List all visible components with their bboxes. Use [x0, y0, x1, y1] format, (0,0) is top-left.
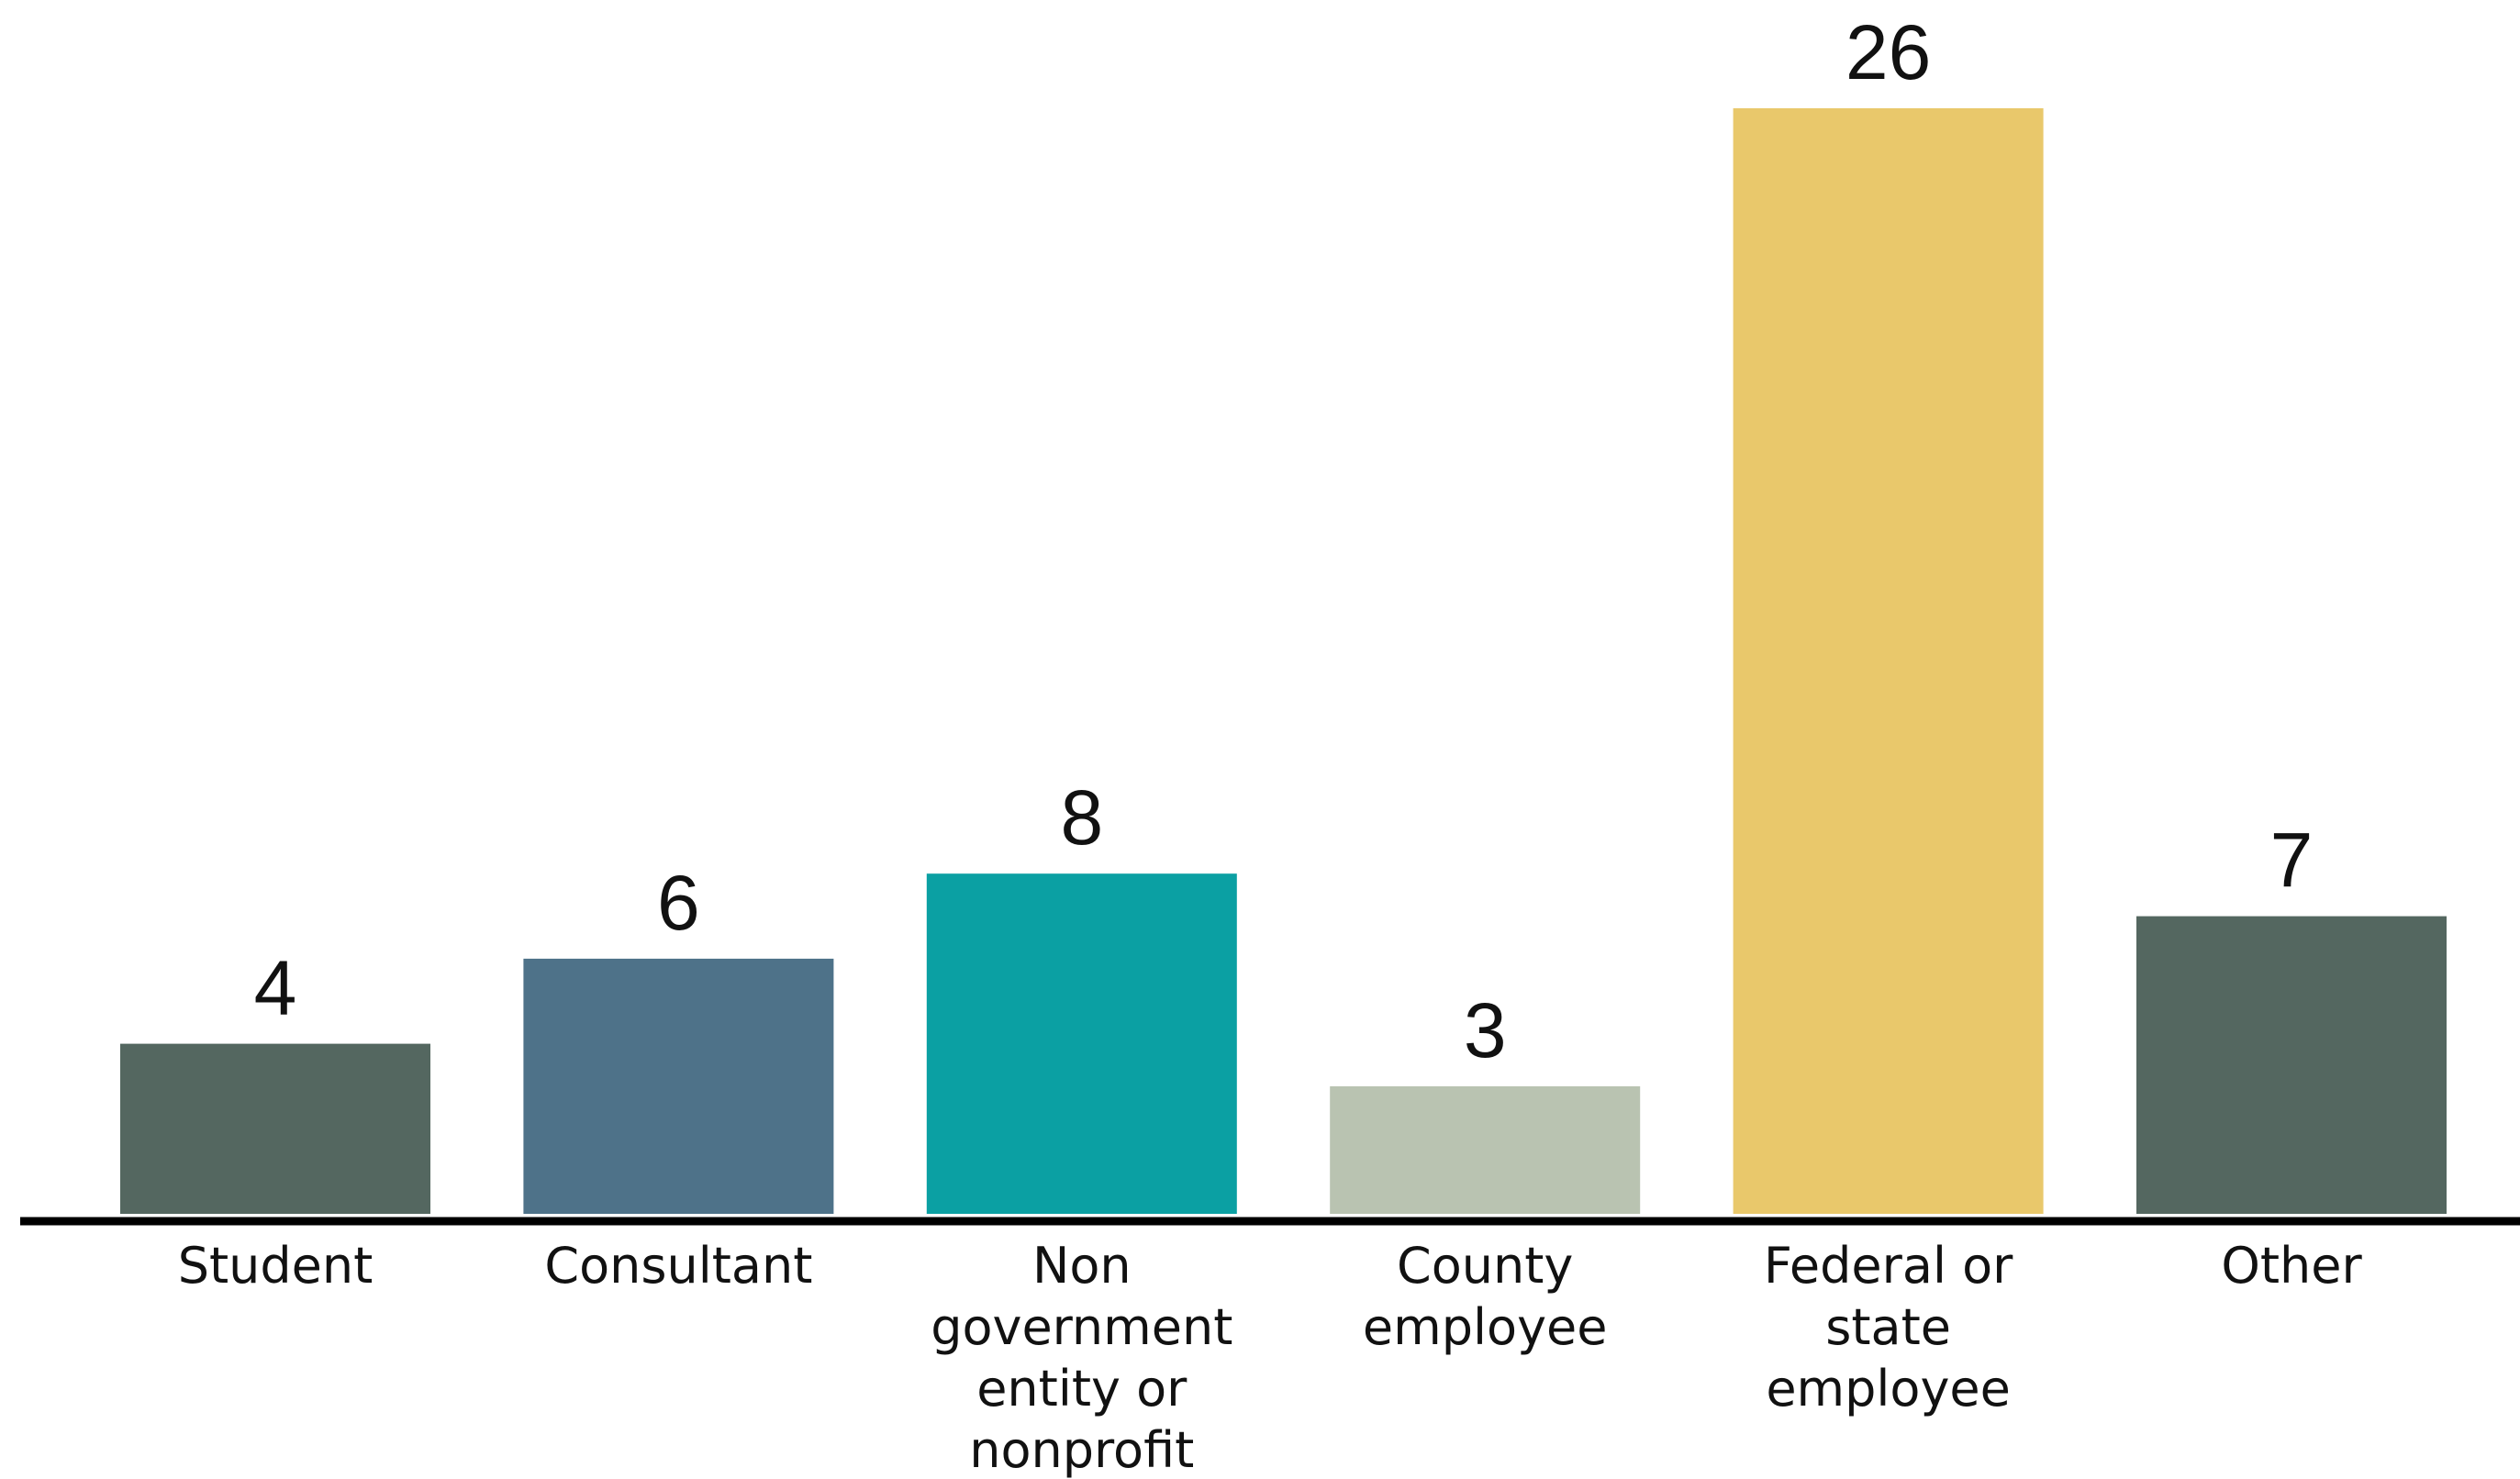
bar-1 [523, 958, 834, 1214]
category-label-line: state [1825, 1298, 1951, 1356]
category-labels-layer: Student Consultant Non government entity or n… [178, 1237, 2363, 1479]
value-label-3: 3 [1464, 987, 1507, 1073]
bar-0 [120, 1043, 430, 1214]
value-label-0: 4 [254, 945, 297, 1031]
category-label-line: entity or [976, 1360, 1188, 1418]
value-label-4: 26 [1845, 9, 1931, 95]
value-label-5: 7 [2270, 817, 2314, 904]
category-label-line: Federal or [1764, 1237, 2013, 1295]
category-label-4: Federal or state employee [1764, 1237, 2013, 1418]
category-label-line: Consultant [544, 1237, 812, 1295]
category-label-line: Other [2221, 1237, 2362, 1295]
category-label-5: Other [2221, 1237, 2362, 1295]
bars-layer [120, 108, 2447, 1214]
category-label-line: government [931, 1298, 1232, 1356]
category-label-1: Consultant [544, 1237, 812, 1295]
category-label-line: Student [178, 1237, 374, 1295]
value-label-2: 8 [1060, 774, 1103, 861]
category-label-line: employee [1363, 1298, 1608, 1356]
category-label-2: Non government entity or nonprofit [931, 1237, 1232, 1479]
category-label-line: employee [1766, 1360, 2011, 1418]
bar-5 [2136, 916, 2447, 1214]
category-label-line: nonprofit [969, 1421, 1194, 1479]
bar-4 [1733, 108, 2044, 1214]
value-label-1: 6 [657, 860, 700, 946]
category-label-line: County [1397, 1237, 1573, 1295]
value-labels-layer: 4 6 8 3 26 7 [254, 9, 2314, 1073]
category-label-3: County employee [1363, 1237, 1608, 1356]
bar-2 [926, 873, 1237, 1214]
category-label-line: Non [1032, 1237, 1132, 1295]
bar-3 [1330, 1086, 1641, 1214]
category-label-0: Student [178, 1237, 374, 1295]
